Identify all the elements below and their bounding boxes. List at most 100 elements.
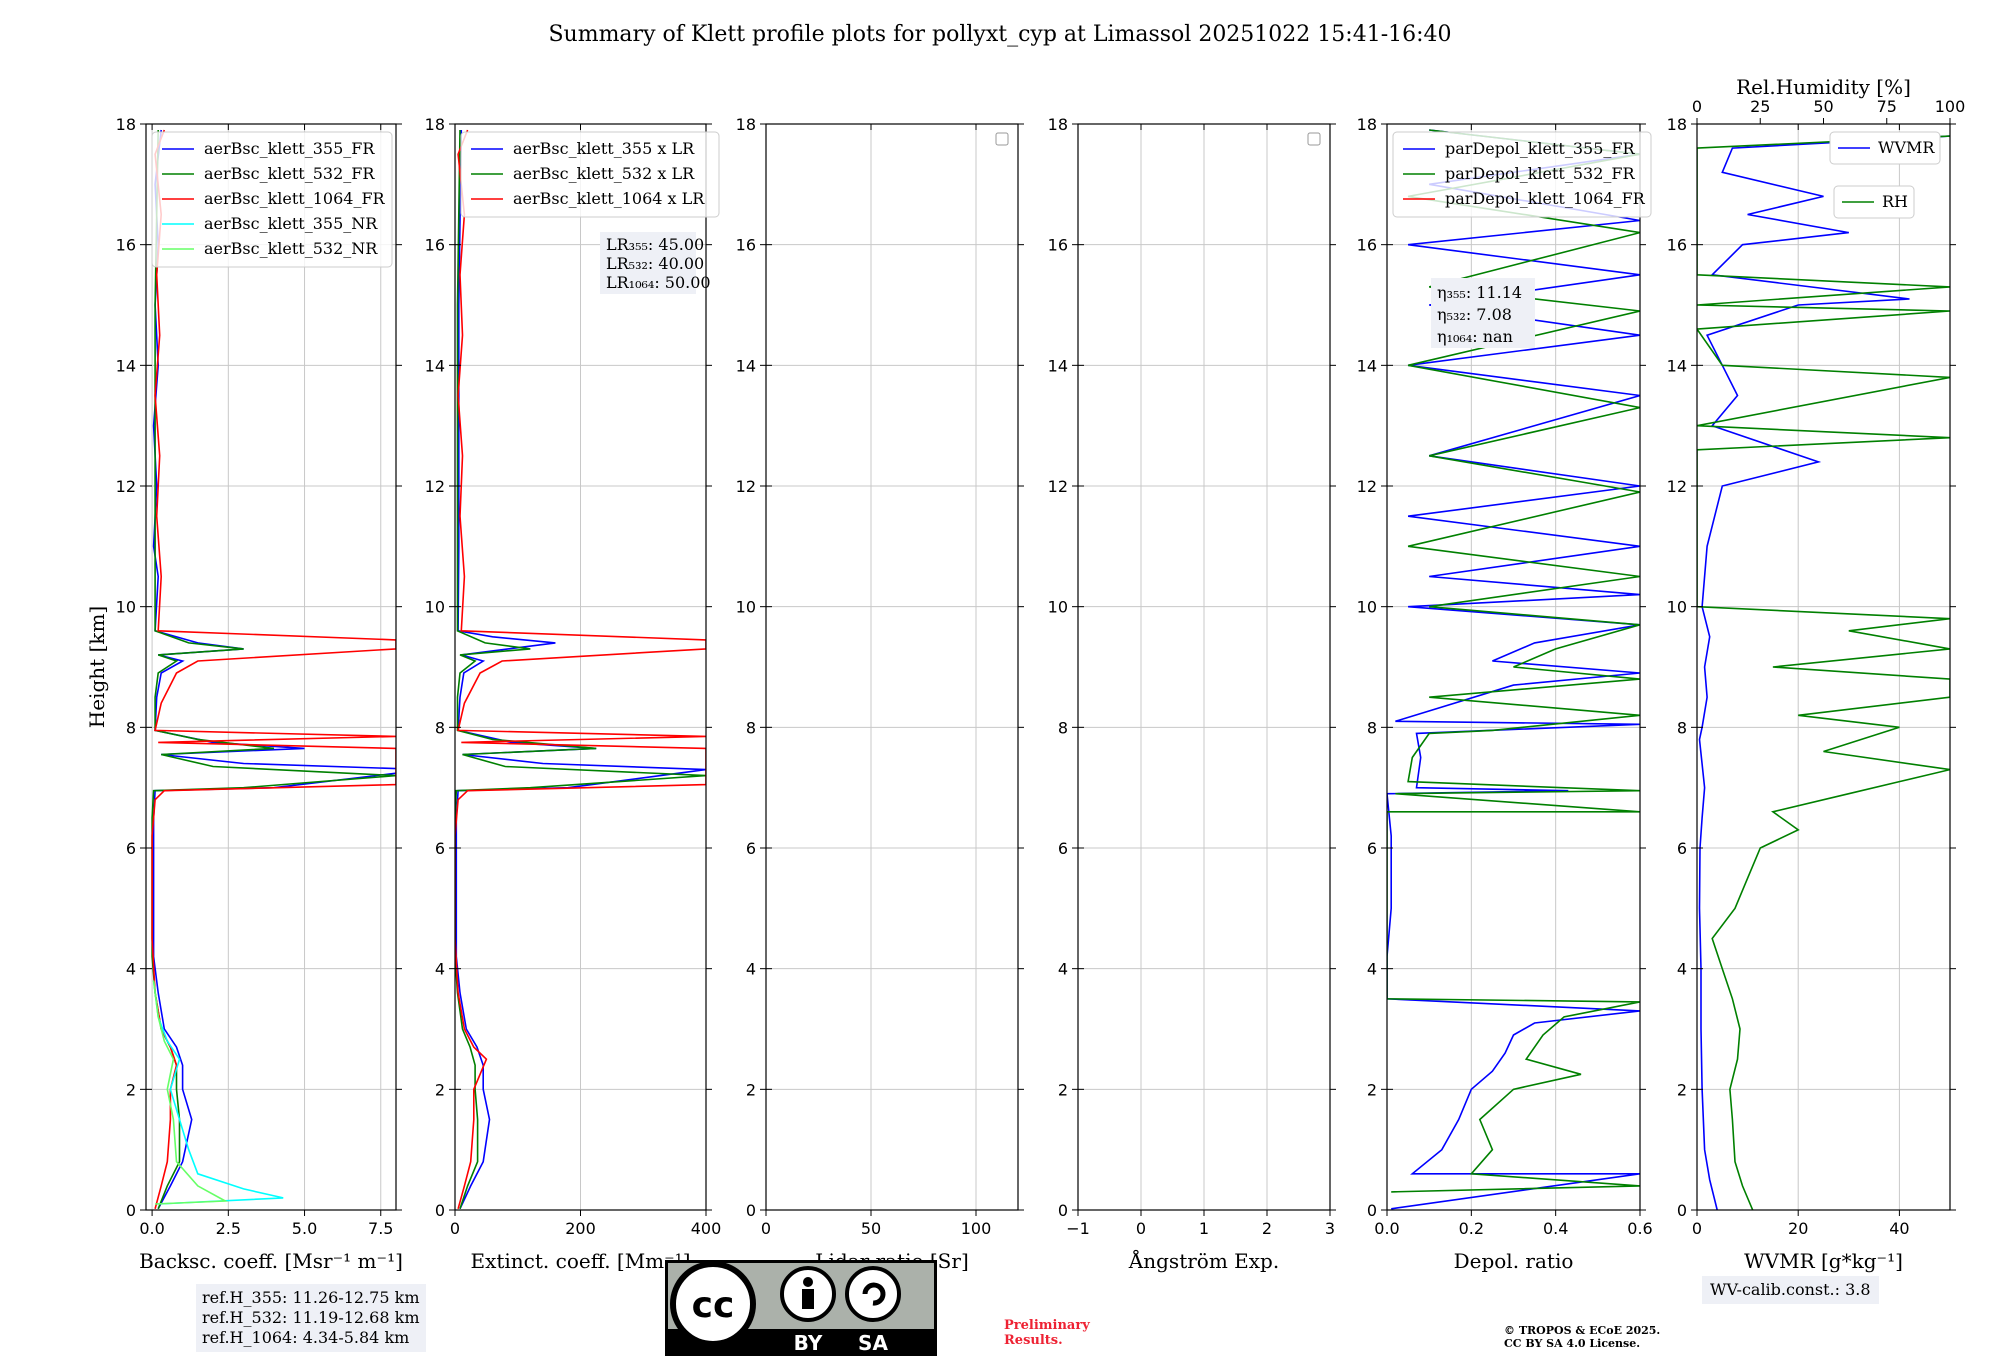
cc-icon-text: cc: [692, 1285, 735, 1326]
y-tick-label: 16: [1048, 236, 1068, 255]
y-tick-label: 6: [1677, 839, 1687, 858]
series-line-aerBsc_klett_532_NR: [152, 980, 229, 1205]
sa-label: SA: [858, 1331, 888, 1355]
x-tick-label: 0: [450, 1219, 460, 1238]
y-tick-label: 10: [1667, 598, 1687, 617]
y-tick-label: 12: [1357, 477, 1377, 496]
by-label: BY: [794, 1331, 823, 1355]
y-tick-label: 4: [1677, 960, 1687, 979]
x-tick-label: 2: [1262, 1219, 1272, 1238]
x-axis-label: Extinct. coeff. [Mm⁻¹]: [470, 1249, 690, 1273]
x-tick-label: 0.6: [1627, 1219, 1652, 1238]
legend-frame: [151, 131, 393, 268]
x-tick-label: 200: [565, 1219, 596, 1238]
preliminary-line-1: Preliminary: [1004, 1318, 1090, 1333]
series-line-aerBsc_klett_532_FR: [151, 129, 396, 1210]
panel-depol: 0 2 4 6 8 10 12 14 16 18 0.0 0.2 0.4 0.6 Depol. ratio p…: [1357, 115, 1653, 1273]
lr-annotation-box: [600, 232, 696, 294]
y-tick-label: 14: [1667, 356, 1687, 375]
x2-tick-label: 25: [1750, 97, 1770, 116]
panel-lr: 024681012141618050100Lidar ratio [Sr]: [736, 115, 1024, 1273]
legend-entry: aerBsc_klett_532_FR: [204, 164, 375, 183]
y-tick-label: 18: [736, 115, 756, 134]
y-tick-label: 10: [1048, 598, 1068, 617]
y-tick-label: 18: [116, 115, 136, 134]
y-tick-label: 6: [746, 839, 756, 858]
y-tick-label: 4: [746, 960, 756, 979]
y-tick-label: 6: [1058, 839, 1068, 858]
x-tick-label: −1: [1066, 1219, 1090, 1238]
legend-entry: aerBsc_klett_355_FR: [204, 139, 375, 158]
x-tick-label: 0.2: [1459, 1219, 1484, 1238]
series-line-aerBsc_klett_1064 x LR: [455, 129, 706, 1210]
y-tick-label: 10: [425, 598, 445, 617]
legend-frame: [460, 131, 720, 218]
legend: aerBsc_klett_355 x LR aerBsc_klett_532 x …: [460, 131, 720, 218]
y-tick-label: 0: [746, 1201, 756, 1220]
legend-entry: aerBsc_klett_355 x LR: [513, 139, 695, 158]
share-alike-arrow-icon: [862, 1282, 886, 1306]
series-line-aerBsc_klett_355_FR: [152, 129, 396, 1210]
preliminary-note: Preliminary Results.: [1004, 1318, 1090, 1348]
legend-entry: aerBsc_klett_355_NR: [204, 214, 378, 233]
y-tick-label: 18: [1357, 115, 1377, 134]
legend: aerBsc_klett_355_FR aerBsc_klett_532_FRae…: [151, 131, 393, 268]
copyright-note: © TROPOS & ECoE 2025. CC BY SA 4.0 Licen…: [1504, 1324, 1660, 1350]
y-tick-label: 8: [1367, 718, 1377, 737]
person-body-icon: [802, 1289, 814, 1309]
ref-height-355: ref.H_355: 11.26-12.75 km: [202, 1288, 420, 1307]
legend-entry: parDepol_klett_355_FR: [1445, 139, 1636, 158]
x-tick-label: 0.4: [1543, 1219, 1568, 1238]
y-tick-label: 12: [736, 477, 756, 496]
x-axis-label: WVMR [g*kg⁻¹]: [1744, 1249, 1903, 1273]
legend-entry-wvmr: WVMR: [1878, 138, 1935, 157]
y-tick-label: 16: [1667, 236, 1687, 255]
legend-frame: [1392, 131, 1652, 218]
y-tick-label: 16: [425, 236, 445, 255]
person-head-icon: [803, 1277, 813, 1287]
y-tick-label: 2: [746, 1080, 756, 1099]
series-line-aerBsc_klett_355 x LR: [455, 129, 706, 1210]
y-tick-label: 0: [1677, 1201, 1687, 1220]
y-tick-label: 4: [435, 960, 445, 979]
x-tick-label: 100: [961, 1219, 992, 1238]
eta-annotation-line: η₁₀₆₄: nan: [1437, 327, 1513, 346]
lr-annotation-line: LR₃₅₅: 45.00: [606, 235, 704, 254]
legend-entry: aerBsc_klett_1064_FR: [204, 189, 386, 208]
y-tick-label: 12: [1667, 477, 1687, 496]
preliminary-line-2: Results.: [1004, 1333, 1063, 1348]
y-tick-label: 6: [1367, 839, 1377, 858]
y-tick-label: 0: [435, 1201, 445, 1220]
y-tick-label: 0: [1058, 1201, 1068, 1220]
x-tick-label: 0.0: [139, 1219, 164, 1238]
empty-legend-marker: [1307, 132, 1321, 146]
cc-icon: [670, 1261, 756, 1347]
panel-frame: [1386, 123, 1641, 1211]
ref-height-1064: ref.H_1064: 4.34-5.84 km: [202, 1328, 410, 1347]
y-tick-label: 2: [1367, 1080, 1377, 1099]
y-tick-label: 12: [116, 477, 136, 496]
x-tick-label: 1: [1199, 1219, 1209, 1238]
figure-title: Summary of Klett profile plots for polly…: [548, 22, 1452, 47]
x-axis-label: Ångström Exp.: [1128, 1248, 1279, 1273]
series-line-aerBsc_klett_355_NR: [152, 980, 284, 1205]
y-tick-label: 14: [116, 356, 136, 375]
eta-annotation-line: η₃₅₅: 11.14: [1437, 283, 1522, 302]
y-tick-label: 10: [1357, 598, 1377, 617]
y-tick-label: 14: [1357, 356, 1377, 375]
x-tick-label: 7.5: [368, 1219, 393, 1238]
series-line-WVMR: [1698, 135, 1950, 1210]
y-axis-label: Height [km]: [85, 606, 109, 728]
x-tick-label: 400: [691, 1219, 722, 1238]
y-tick-label: 2: [435, 1080, 445, 1099]
series-line-aerBsc_klett_532 x LR: [455, 129, 706, 1210]
cc-by-sa-badge: cc BY SA: [665, 1260, 937, 1356]
legend: WVMR RH: [1829, 131, 1941, 219]
legend-entry: parDepol_klett_1064_FR: [1445, 189, 1646, 208]
y-tick-label: 4: [126, 960, 136, 979]
panel-frame: [765, 123, 1019, 1211]
panel-frame: [1696, 123, 1951, 1211]
